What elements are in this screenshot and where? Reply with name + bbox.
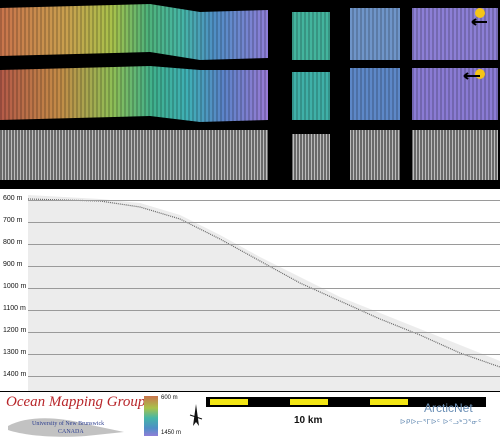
sun-icon (463, 69, 485, 80)
depth-label: 1000 m (3, 283, 27, 290)
grid-line (28, 310, 500, 311)
depth-profile-graphic (27, 195, 500, 391)
grid-line (28, 200, 500, 201)
logo-university: University of New Brunswick (32, 421, 105, 427)
depth-profile-panel: 600 m 700 m 800 m 900 m 1000 m 1100 m 12… (0, 189, 500, 391)
scale-bar (206, 397, 486, 407)
depth-label: 600 m (3, 195, 23, 202)
grid-line (28, 354, 500, 355)
colorbar-top-label: 600 m (161, 395, 178, 401)
logo-country: CANADA (58, 429, 84, 435)
grid-line (28, 376, 500, 377)
arcticnet-syllabics: ᐅᑭᐅᓕᕐᒥᐅᑦ ᐅᕝᓗᒃᑐᕐᓂᑦ (400, 419, 482, 426)
depth-label: 900 m (3, 261, 23, 268)
depth-label: 1300 m (3, 349, 27, 356)
depth-label: 1100 m (3, 305, 26, 312)
logo-swath-graphic (8, 418, 124, 437)
colorbar-bottom-label: 1450 m (161, 430, 182, 436)
depth-label: 1200 m (3, 327, 27, 334)
grid-line (28, 244, 500, 245)
depth-label: 800 m (3, 239, 23, 246)
arcticnet-title: ArcticNet (424, 401, 473, 415)
swath-map-graphic (0, 4, 498, 180)
sun-icon (471, 8, 487, 26)
grid-line (28, 222, 500, 223)
depth-colorbar (144, 396, 158, 436)
logo-title: Ocean Mapping Group (6, 394, 146, 410)
scale-label: 10 km (294, 415, 323, 426)
grid-line (28, 288, 500, 289)
depth-label: 1400 m (3, 371, 27, 378)
north-arrow-icon (189, 404, 203, 426)
depth-label: 700 m (3, 217, 23, 224)
swath-map-panel (0, 0, 500, 187)
footer-bar: Ocean Mapping Group University of New Br… (0, 392, 500, 442)
grid-line (28, 332, 500, 333)
grid-line (28, 266, 500, 267)
